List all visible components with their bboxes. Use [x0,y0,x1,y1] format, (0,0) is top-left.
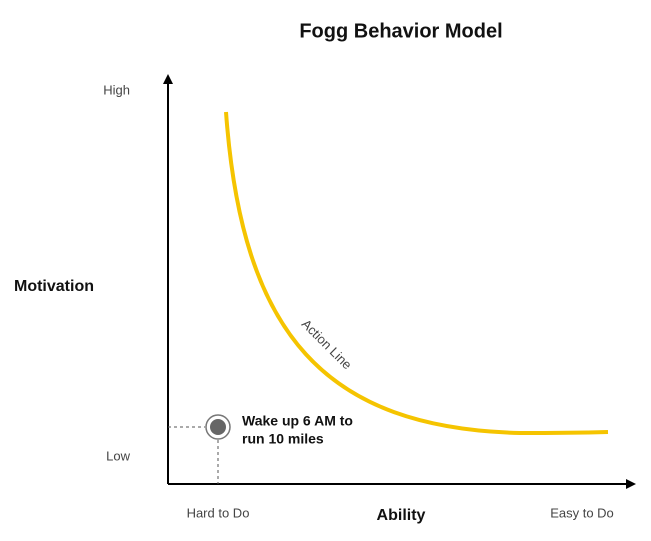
y-low-label: Low [106,448,130,463]
y-high-label: High [103,82,130,97]
action-line-label: Action Line [299,316,355,372]
y-axis-label: Motivation [14,278,94,295]
point-label: run 10 miles [242,431,324,447]
point-label: Wake up 6 AM to [242,413,353,429]
x-left-label: Hard to Do [187,505,250,520]
title: Fogg Behavior Model [299,20,502,42]
x-right-label: Easy to Do [550,505,614,520]
x-axis-label: Ability [377,507,426,524]
point [210,419,226,435]
action-line [224,111,609,436]
